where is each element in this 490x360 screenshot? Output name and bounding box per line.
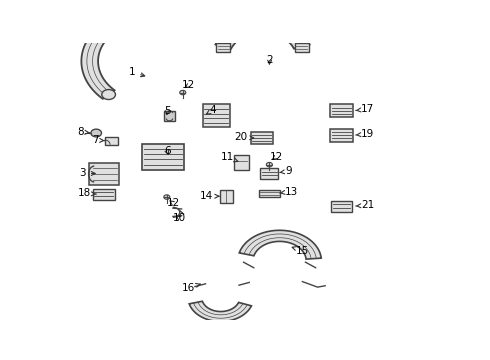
Bar: [202, 104, 230, 127]
Bar: [234, 155, 249, 170]
Text: 3: 3: [79, 168, 95, 179]
Bar: [251, 132, 273, 144]
Text: 20: 20: [234, 132, 254, 143]
Polygon shape: [81, 31, 115, 99]
Text: 19: 19: [356, 129, 374, 139]
Bar: [220, 190, 233, 203]
Circle shape: [180, 90, 186, 95]
Text: 7: 7: [93, 135, 105, 145]
Polygon shape: [239, 230, 321, 259]
Bar: [217, 43, 230, 51]
Text: 5: 5: [164, 106, 171, 116]
Text: 13: 13: [280, 186, 298, 197]
Text: 14: 14: [200, 191, 219, 201]
Text: 21: 21: [356, 201, 374, 210]
Polygon shape: [216, 21, 310, 49]
Text: 2: 2: [267, 55, 273, 65]
Text: 11: 11: [221, 152, 238, 162]
Bar: [93, 189, 115, 200]
Text: 10: 10: [173, 213, 186, 224]
Bar: [259, 190, 280, 197]
Bar: [331, 201, 352, 212]
Bar: [330, 104, 352, 117]
Bar: [142, 144, 184, 170]
Circle shape: [102, 90, 116, 99]
Text: 16: 16: [182, 283, 200, 293]
Text: 12: 12: [270, 152, 283, 162]
Bar: [164, 111, 175, 121]
Bar: [295, 43, 309, 51]
Text: 15: 15: [292, 246, 309, 256]
Circle shape: [164, 195, 170, 199]
Text: 12: 12: [182, 80, 195, 90]
Polygon shape: [189, 301, 251, 321]
Circle shape: [267, 162, 272, 167]
Text: 12: 12: [167, 198, 180, 208]
Text: 9: 9: [280, 166, 292, 176]
Bar: [105, 137, 118, 145]
Text: 1: 1: [129, 67, 145, 77]
Text: 4: 4: [206, 105, 216, 115]
Text: 18: 18: [77, 188, 97, 198]
Text: 6: 6: [164, 146, 171, 156]
Circle shape: [91, 129, 101, 137]
Bar: [330, 129, 352, 141]
Text: 17: 17: [356, 104, 374, 114]
Bar: [260, 168, 278, 179]
Bar: [89, 163, 119, 185]
Circle shape: [101, 31, 111, 37]
Text: 8: 8: [77, 127, 90, 137]
